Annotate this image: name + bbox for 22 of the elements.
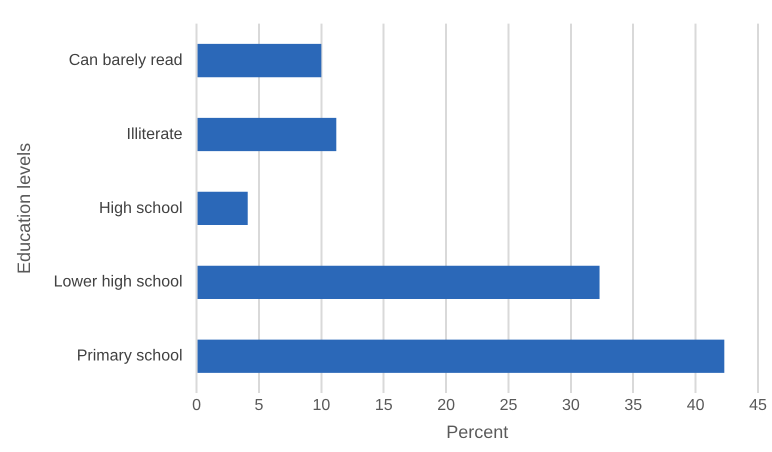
y-tick-label: High school [98, 200, 183, 217]
x-tick-label: 40 [686, 397, 705, 414]
x-tick-label: 30 [562, 397, 580, 414]
y-tick-label: Lower high school [54, 274, 183, 291]
bar [198, 192, 248, 226]
y-axis-title: Education levels [14, 142, 34, 274]
x-tick-label: 0 [192, 397, 202, 414]
x-axis-title: Percent [446, 422, 508, 442]
bar [198, 340, 724, 373]
bar [198, 44, 322, 78]
bar [198, 266, 600, 299]
x-tick-label: 35 [624, 397, 642, 414]
x-tick-label: 15 [374, 397, 393, 414]
x-tick-label: 45 [749, 397, 767, 414]
x-tick-label: 25 [500, 397, 518, 414]
y-tick-label: Primary school [76, 348, 183, 365]
y-tick-label: Can barely read [68, 52, 183, 69]
y-tick-label: Illiterate [126, 126, 183, 143]
x-tick-label: 5 [254, 397, 264, 414]
x-tick-label: 10 [312, 397, 330, 414]
bar [198, 118, 336, 152]
x-tick-label: 20 [437, 397, 456, 414]
